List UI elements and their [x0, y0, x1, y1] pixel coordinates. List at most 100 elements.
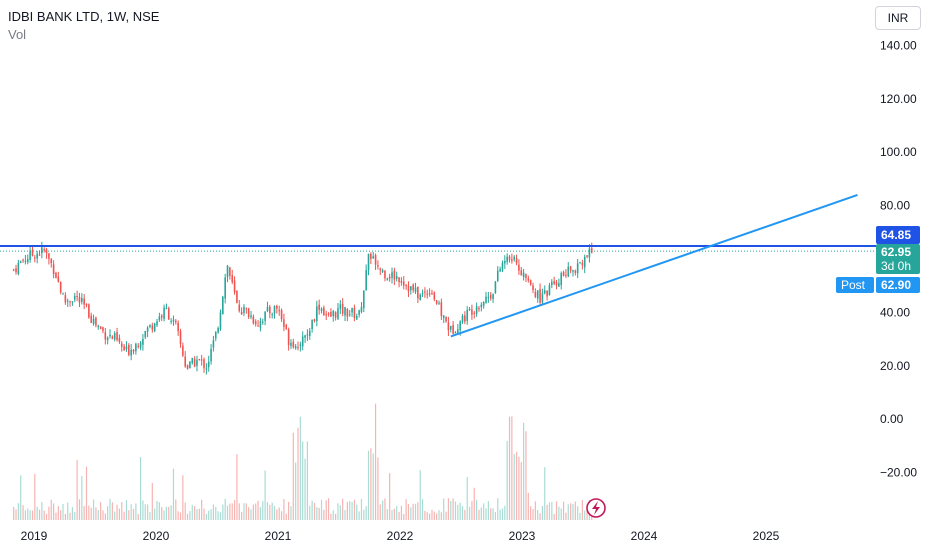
volume-bar [125, 500, 128, 520]
volume-bar [196, 509, 198, 520]
candle-body [238, 304, 241, 311]
y-tick-label: −20.00 [880, 466, 917, 480]
volume-bar [118, 508, 121, 520]
volume-bar [372, 453, 374, 520]
last-price-text: 62.95 [881, 245, 911, 259]
volume-legend: Vol [8, 27, 27, 42]
volume-bar [532, 509, 534, 520]
volume-bar [335, 513, 337, 520]
candle-body [370, 253, 372, 259]
volume-bar [102, 510, 104, 520]
y-tick-label: 0.00 [880, 412, 904, 426]
volume-bar [123, 511, 125, 520]
candle-body [388, 276, 391, 279]
candle-body [417, 286, 419, 299]
candle-body [165, 307, 168, 309]
candle-body [252, 316, 255, 324]
candle-body [95, 317, 97, 326]
candle-body [337, 308, 339, 320]
volume-bar [320, 499, 323, 520]
volume-bar [327, 498, 330, 520]
candle-body [278, 310, 281, 312]
candle-body [299, 344, 302, 346]
candle-body [231, 275, 234, 283]
volume-bar [424, 510, 426, 520]
volume-bar [452, 498, 454, 520]
volume-bar [165, 506, 168, 520]
candle-body [405, 285, 407, 287]
volume-bar [238, 503, 240, 520]
candle-body [454, 332, 457, 334]
candle-body [294, 346, 297, 349]
candle-body [487, 296, 490, 298]
candle-body [482, 301, 485, 306]
candle-body [163, 307, 165, 319]
volume-bar [480, 507, 482, 520]
volume-bar [280, 511, 283, 520]
volume-bar [36, 506, 38, 520]
volume-bar [262, 501, 264, 520]
x-tick-label: 2022 [387, 529, 414, 543]
candle-body [76, 296, 78, 298]
price-axis[interactable]: 140.00 120.00 100.00 80.00 40.00 20.00 0.00 −20… [880, 38, 917, 479]
trend-line[interactable] [450, 193, 858, 338]
candle-body [193, 358, 196, 367]
candle-body [308, 330, 311, 336]
candle-body [214, 331, 217, 339]
volume-bar [285, 513, 287, 520]
volume-bar [243, 503, 245, 520]
volume-bar [191, 504, 193, 520]
volume-bar [445, 511, 447, 520]
currency-button[interactable]: INR [875, 6, 921, 30]
volume-bar [520, 462, 522, 520]
candle-body [226, 265, 229, 277]
volume-bar [398, 511, 400, 520]
volume-bar [384, 498, 386, 520]
volume-bar [149, 512, 151, 520]
candle-body [118, 338, 121, 342]
volume-bar [114, 511, 116, 520]
volume-bar [132, 509, 135, 520]
volume-bar [67, 502, 69, 520]
candle-body [334, 312, 337, 318]
volume-bar [135, 503, 137, 520]
volume-bar [229, 503, 231, 520]
volume-bar [24, 510, 27, 520]
volume-bar [431, 509, 433, 520]
candle-body [440, 302, 443, 317]
volume-bar [182, 475, 184, 520]
volume-bar [139, 457, 142, 520]
candle-body [64, 295, 67, 303]
volume-bar [436, 513, 438, 520]
volume-bar [572, 504, 574, 520]
volume-bar [565, 512, 567, 520]
candle-body [520, 270, 523, 276]
candle-body [431, 293, 433, 295]
candle-body [480, 304, 483, 308]
volume-bar [483, 503, 485, 520]
candle-body [71, 301, 74, 303]
volume-bar [95, 507, 97, 520]
candle-body [160, 315, 163, 318]
chart-legend: IDBI BANK LTD, 1W, NSE Vol [8, 8, 159, 44]
volume-bar [400, 505, 403, 520]
candle-body [203, 359, 205, 369]
time-axis[interactable]: 2019 2020 2021 2022 2023 2024 2025 [21, 529, 780, 543]
volume-bar [382, 500, 384, 520]
volume-bar [421, 499, 424, 520]
candle-body [196, 359, 198, 366]
volume-bar [433, 511, 435, 520]
y-tick-label: 20.00 [880, 359, 910, 373]
volume-bar [13, 506, 15, 520]
candle-body [90, 315, 93, 323]
volume-bar [194, 506, 196, 520]
volume-bar [71, 506, 74, 520]
volume-bar [459, 502, 461, 520]
volume-bar [386, 508, 388, 520]
candle-body [34, 257, 36, 259]
volume-bar [177, 511, 179, 520]
candle-body [494, 281, 497, 293]
volume-bar [370, 448, 372, 520]
lightning-icon[interactable] [586, 498, 606, 518]
